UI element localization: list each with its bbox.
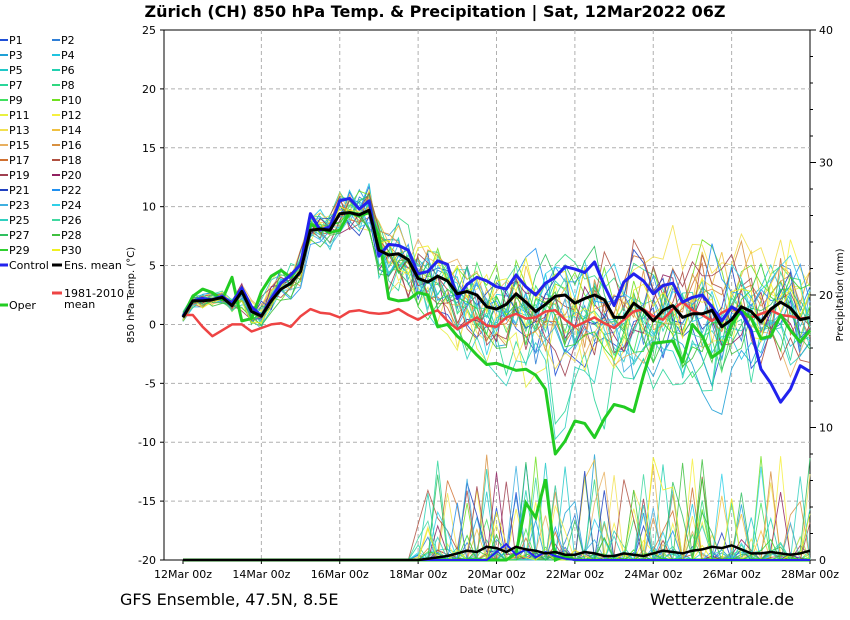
y-tick-label: 10 (142, 201, 156, 214)
y-tick-label: 25 (142, 24, 156, 37)
y-axis-label: 850 hPa Temp. (°C) (126, 247, 137, 343)
legend-label-P30: P30 (61, 244, 82, 257)
y-tick-label: 20 (142, 83, 156, 96)
y-tick-label: 5 (149, 260, 156, 273)
y-axis-right-label: Precipitation (mm) (835, 248, 846, 341)
x-tick-label: 26Mar 00z (703, 568, 761, 581)
legend-label-control: Control (9, 259, 49, 272)
footer-site: Wetterzentrale.de (650, 590, 794, 609)
legend-label-P17: P17 (9, 154, 30, 167)
x-tick-label: 18Mar 00z (389, 568, 447, 581)
legend-label-P5: P5 (9, 64, 23, 77)
x-tick-label: 14Mar 00z (232, 568, 290, 581)
y-axis-left: 25 20 15 10 5 0 -5 -10 -15 -20 (138, 24, 164, 567)
climate-mean-line (183, 300, 811, 338)
x-tick-label: 28Mar 00z (781, 568, 839, 581)
footer-source: GFS Ensemble, 47.5N, 8.5E (120, 590, 339, 609)
legend-label-P9: P9 (9, 94, 23, 107)
ens-mean-line (181, 208, 811, 329)
legend: P1 P2 P3 P4 P5 P6 P7 P8 P9 P10 P11 P12 P13 P14 P15 P16 P… (0, 34, 124, 312)
legend-label-ens-mean: Ens. mean (64, 259, 122, 272)
member-line-P27 (182, 193, 811, 370)
legend-label-P15: P15 (9, 139, 30, 152)
legend-label-P8: P8 (61, 79, 75, 92)
chart-title: Zürich (CH) 850 hPa Temp. & Precipitatio… (145, 2, 726, 22)
y-right-tick-label: 40 (819, 24, 833, 37)
legend-label-P25: P25 (9, 214, 30, 227)
legend-label-P4: P4 (61, 49, 75, 62)
x-axis: 12Mar 00z 14Mar 00z 16Mar 00z 18Mar 00z 20Ma… (154, 560, 839, 581)
legend-label-oper: Oper (9, 299, 36, 312)
legend-label-P20: P20 (61, 169, 82, 182)
x-tick-label: 12Mar 00z (154, 568, 212, 581)
y-tick-label: -10 (138, 436, 156, 449)
x-tick-label: 22Mar 00z (546, 568, 604, 581)
grid-lines (164, 30, 810, 560)
x-tick-label: 16Mar 00z (311, 568, 369, 581)
y-right-tick-label: 10 (819, 422, 833, 435)
legend-label-P6: P6 (61, 64, 75, 77)
y-tick-label: 15 (142, 142, 156, 155)
y-axis-right: 40 30 20 10 0 (810, 24, 833, 567)
y-right-tick-label: 0 (819, 554, 826, 567)
legend-label-P23: P23 (9, 199, 30, 212)
legend-label-P7: P7 (9, 79, 23, 92)
y-tick-label: -5 (145, 377, 156, 390)
legend-label-P21: P21 (9, 184, 30, 197)
y-right-tick-label: 20 (819, 289, 833, 302)
legend-label-P10: P10 (61, 94, 82, 107)
y-right-tick-label: 30 (819, 157, 833, 170)
y-tick-label: 0 (149, 318, 156, 331)
x-tick-label: 20Mar 00z (467, 568, 525, 581)
x-tick-label: 24Mar 00z (624, 568, 682, 581)
member-line-P7 (182, 191, 811, 430)
legend-label-P18: P18 (61, 154, 82, 167)
legend-label-climate-mean-line2: mean (64, 298, 95, 311)
legend-label-P26: P26 (61, 214, 82, 227)
member-line-P22 (182, 197, 811, 322)
y-tick-label: -20 (138, 554, 156, 567)
precip-line-ens-mean (183, 544, 811, 562)
legend-label-P19: P19 (9, 169, 30, 182)
legend-label-P11: P11 (9, 109, 30, 122)
y-tick-label: -15 (138, 495, 156, 508)
legend-label-P16: P16 (61, 139, 82, 152)
legend-label-P3: P3 (9, 49, 23, 62)
legend-label-P29: P29 (9, 244, 30, 257)
legend-label-P2: P2 (61, 34, 75, 47)
control-line (181, 196, 811, 404)
legend-label-P28: P28 (61, 229, 82, 242)
legend-label-P22: P22 (61, 184, 82, 197)
legend-label-climate-mean-line1: 1981-2010 (64, 287, 124, 300)
oper-line (181, 211, 812, 456)
legend-label-P24: P24 (61, 199, 82, 212)
legend-label-P1: P1 (9, 34, 23, 47)
legend-label-P27: P27 (9, 229, 30, 242)
main-series (181, 196, 812, 456)
member-line-P24 (182, 210, 811, 356)
legend-label-P13: P13 (9, 124, 30, 137)
legend-label-P14: P14 (61, 124, 82, 137)
x-axis-label: Date (UTC) (460, 585, 515, 596)
legend-label-P12: P12 (61, 109, 82, 122)
precipitation-series (183, 478, 811, 563)
